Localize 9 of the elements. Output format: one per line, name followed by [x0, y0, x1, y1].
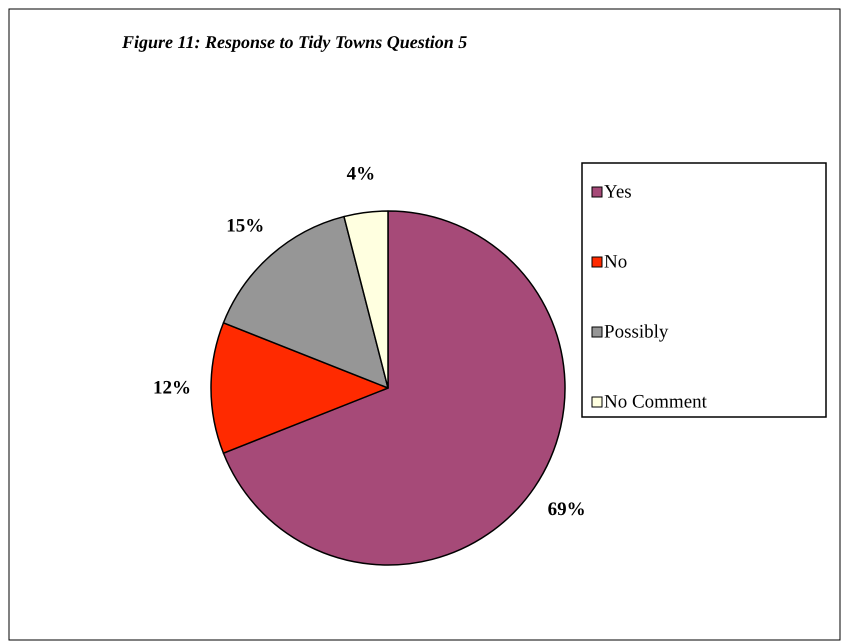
legend-label: Possibly [604, 322, 669, 342]
legend-label: No [604, 252, 628, 272]
legend-label: No Comment [604, 392, 708, 412]
chart-title: Figure 11: Response to Tidy Towns Question 5 [121, 32, 468, 52]
data-label: 4% [346, 163, 376, 184]
data-label: 12% [153, 378, 192, 398]
legend-label: Yes [604, 182, 632, 202]
data-label: 15% [226, 216, 264, 237]
data-label: 69% [548, 498, 586, 520]
